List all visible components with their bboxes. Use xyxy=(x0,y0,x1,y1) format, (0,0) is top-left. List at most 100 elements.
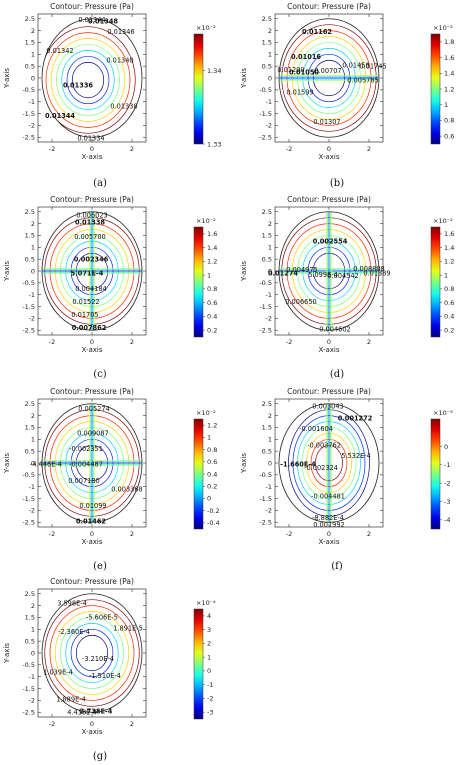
x-tick-label: -2 xyxy=(286,145,292,153)
y-tick-label: -2 xyxy=(266,122,272,130)
y-tick-label: -2.5 xyxy=(259,134,272,142)
colorbar-tick-label: 0 xyxy=(207,667,211,675)
x-tick-label: 2 xyxy=(367,530,371,538)
contour-value-label: -4.446E-4 xyxy=(30,460,62,468)
x-tick-label: -2 xyxy=(49,145,55,153)
colorbar-tick-label: 0.6 xyxy=(444,299,454,307)
domain-boundary xyxy=(278,403,380,523)
colorbar-tick-label: 1.6 xyxy=(444,230,454,238)
y-tick-label: 0.5 xyxy=(25,637,35,645)
contour-lines xyxy=(42,211,142,331)
panel-caption: (d) xyxy=(330,369,344,380)
contour-value-label: 0.01348 xyxy=(88,17,118,25)
y-tick-label: 0 xyxy=(268,74,272,82)
domain-boundary xyxy=(41,403,143,523)
contour-value-label: 0.01522 xyxy=(72,298,99,306)
y-tick-label: 1 xyxy=(268,436,272,444)
chart-title: Contour: Pressure (Pa) xyxy=(50,2,134,11)
y-tick-label: -1.5 xyxy=(22,303,35,311)
colorbar-tick-label: 1 xyxy=(207,271,211,279)
colorbar-tick-label: 1.2 xyxy=(444,258,454,266)
contour-line xyxy=(60,617,124,689)
contour-value-label: 0.004975 xyxy=(286,266,317,274)
domain-boundary xyxy=(278,18,380,138)
x-tick-label: -2 xyxy=(286,530,292,538)
y-tick-label: 0.5 xyxy=(25,447,35,455)
colorbar-exponent: ×10⁻² xyxy=(196,217,216,225)
y-tick-label: -0.5 xyxy=(259,471,272,479)
colorbar-tick-label: 1.2 xyxy=(444,85,454,93)
y-tick-label: 0.5 xyxy=(25,255,35,263)
panel-caption: (e) xyxy=(93,561,107,572)
y-tick-label: -2.5 xyxy=(259,519,272,527)
colorbar-tick-label: 0.4 xyxy=(207,470,217,478)
y-tick-label: -2.5 xyxy=(22,134,35,142)
x-tick-label: 2 xyxy=(130,720,134,728)
contour-line xyxy=(61,50,115,110)
y-tick-label: -0.5 xyxy=(22,86,35,94)
contour-value-label: -2.360E-4 xyxy=(58,628,90,636)
y-tick-label: 1.5 xyxy=(25,39,35,47)
y-tick-label: -0.5 xyxy=(22,471,35,479)
colorbar xyxy=(193,33,204,145)
contour-value-label: 0.001272 xyxy=(338,414,373,422)
domain-boundary xyxy=(278,211,380,331)
x-tick-label: 2 xyxy=(130,145,134,153)
y-tick-label: -2 xyxy=(29,697,35,705)
contour-line xyxy=(71,61,105,99)
contour-lines xyxy=(279,24,379,132)
contour-value-label: 0.006650 xyxy=(285,298,316,306)
domain-boundary xyxy=(41,18,143,138)
chart-title: Contour: Pressure (Pa) xyxy=(287,195,371,204)
colorbar-tick-label: -3 xyxy=(207,708,213,716)
colorbar-tick-label: 0.6 xyxy=(207,458,217,466)
contour-line xyxy=(44,599,140,707)
y-tick-label: 1.5 xyxy=(25,232,35,240)
y-axis-label: Y-axis xyxy=(3,643,11,664)
contour-value-label: 0.005785 xyxy=(347,77,378,85)
x-axis-label: X-axis xyxy=(319,538,340,546)
y-axis-label: Y-axis xyxy=(240,261,248,282)
y-tick-label: 1.5 xyxy=(25,424,35,432)
colorbar-tick-label: 0.8 xyxy=(207,285,217,293)
colorbar-tick-label: 1.6 xyxy=(444,54,454,62)
y-tick-label: 1.5 xyxy=(262,232,272,240)
y-tick-label: 0.5 xyxy=(262,62,272,70)
colorbar-tick-label: 0.8 xyxy=(207,446,217,454)
contour-value-label: 0.006023 xyxy=(76,212,107,220)
colorbar-tick-label: 1.2 xyxy=(207,258,217,266)
y-tick-label: 1.5 xyxy=(262,424,272,432)
contour-value-label: 0.01274 xyxy=(268,270,298,278)
chart-title: Contour: Pressure (Pa) xyxy=(50,387,134,396)
y-tick-label: -1.5 xyxy=(22,495,35,503)
contour-value-label: 2.738E-4 xyxy=(80,707,113,715)
y-tick-label: 1 xyxy=(31,436,35,444)
colorbar-tick-label: 0 xyxy=(207,495,211,503)
contour-value-label: 0.007180 xyxy=(68,477,99,485)
y-tick-label: -1 xyxy=(266,98,272,106)
colorbar-tick-label: 4 xyxy=(207,612,211,620)
colorbar-tick-label: -2 xyxy=(444,479,450,487)
colorbar-tick-label: 1 xyxy=(207,653,211,661)
x-axis-label: X-axis xyxy=(82,346,103,354)
colorbar-tick-label: -0.4 xyxy=(207,519,220,527)
contour-value-label: 0.005700 xyxy=(74,233,105,241)
colorbar-tick-label: 3 xyxy=(207,626,211,634)
y-tick-label: -0.5 xyxy=(22,661,35,669)
contour-value-label: 0.002346 xyxy=(74,255,109,263)
colorbar-exponent: ×10⁻² xyxy=(433,217,453,225)
colorbar-tick-label: 0.8 xyxy=(444,117,454,125)
contour-line xyxy=(49,605,135,701)
y-tick-label: -2 xyxy=(29,507,35,515)
colorbar-tick-label: -3 xyxy=(444,498,450,506)
contour-line xyxy=(45,32,131,128)
x-tick-label: -2 xyxy=(49,530,55,538)
x-tick-label: 0 xyxy=(90,530,94,538)
contour-value-label: -0.001604 xyxy=(299,425,333,433)
contour-value-label: 0.01338 xyxy=(110,103,137,111)
contour-value-label: -0.002324 xyxy=(304,464,338,472)
contour-value-label: 0.01705 xyxy=(71,311,98,319)
y-tick-label: -0.5 xyxy=(259,86,272,94)
contour-value-label: 0.01458 xyxy=(342,61,369,69)
